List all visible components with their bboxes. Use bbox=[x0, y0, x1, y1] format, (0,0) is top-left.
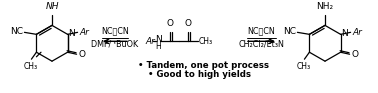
Text: CH₃: CH₃ bbox=[23, 62, 37, 71]
Text: NH: NH bbox=[45, 3, 59, 11]
Text: NC⌒CN: NC⌒CN bbox=[248, 27, 276, 36]
Text: N: N bbox=[68, 29, 75, 38]
Text: Ar: Ar bbox=[80, 28, 90, 37]
Text: O: O bbox=[166, 19, 174, 28]
Text: N: N bbox=[342, 29, 349, 38]
Text: Ar: Ar bbox=[353, 28, 363, 37]
Text: NC: NC bbox=[284, 27, 296, 36]
Text: N: N bbox=[155, 35, 161, 44]
Text: H: H bbox=[155, 42, 161, 51]
Text: O: O bbox=[184, 19, 192, 28]
Text: DMF/ ᵗBuOK: DMF/ ᵗBuOK bbox=[91, 40, 139, 49]
Text: • Tandem, one pot process: • Tandem, one pot process bbox=[138, 61, 269, 70]
Text: CH₃: CH₃ bbox=[296, 62, 310, 71]
Text: Ar: Ar bbox=[145, 37, 155, 46]
Text: NC⌒CN: NC⌒CN bbox=[101, 27, 129, 36]
Text: O: O bbox=[79, 50, 85, 59]
Text: CH₃: CH₃ bbox=[199, 37, 213, 46]
Text: • Good to high yields: • Good to high yields bbox=[148, 70, 251, 79]
Text: O: O bbox=[352, 50, 359, 59]
Text: CH₂Cl₂/Et₃N: CH₂Cl₂/Et₃N bbox=[239, 40, 284, 49]
Text: NH₂: NH₂ bbox=[316, 3, 333, 11]
Text: NC: NC bbox=[11, 27, 23, 36]
